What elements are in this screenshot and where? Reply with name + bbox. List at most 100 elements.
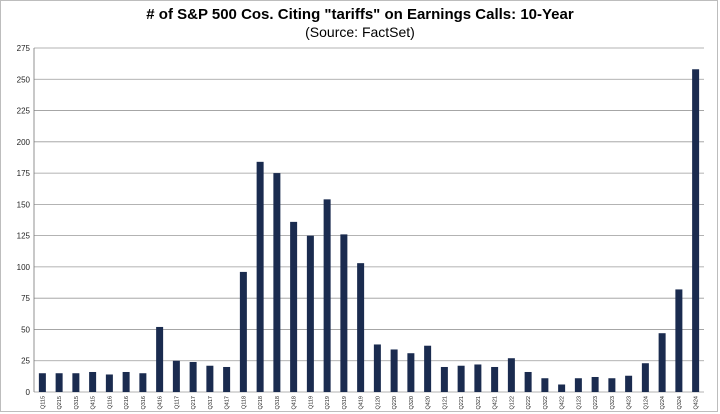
x-tick-label: Q319: [342, 396, 348, 409]
bar: [256, 161, 264, 392]
bar: [574, 378, 582, 392]
x-tick-label: Q221: [459, 396, 465, 409]
x-tick-label: Q322: [543, 396, 549, 409]
x-tick-label: Q424: [694, 396, 700, 409]
bar: [625, 375, 633, 392]
bar: [206, 365, 214, 392]
x-tick-label: Q124: [643, 396, 649, 409]
x-tick-label: Q115: [40, 396, 46, 409]
bar: [440, 366, 448, 392]
bar: [72, 373, 80, 392]
bar: [658, 333, 666, 392]
x-tick-label: Q118: [241, 396, 247, 409]
bar: [172, 360, 180, 392]
x-tick-label: Q419: [359, 396, 365, 409]
bar: [189, 361, 197, 392]
x-tick-label: Q418: [292, 396, 298, 409]
x-tick-label: Q217: [191, 396, 197, 409]
x-tick-label: Q420: [426, 396, 432, 409]
gridlines: [34, 47, 704, 393]
chart-subtitle: (Source: FactSet): [305, 24, 415, 40]
x-tick-label: Q216: [124, 396, 130, 409]
bar: [541, 378, 549, 392]
x-tick-label: Q223: [593, 396, 599, 409]
bar: [390, 349, 398, 392]
x-axis: Q115 Q215 Q315 Q415 Q116 Q216 Q316 Q416 Q117 Q217…: [40, 396, 699, 409]
bar: [524, 371, 532, 392]
bar: [591, 376, 599, 392]
x-tick-label: Q317: [208, 396, 214, 409]
y-tick-label: 175: [17, 169, 31, 178]
chart-title: # of S&P 500 Cos. Citing "tariffs" on Ea…: [146, 6, 574, 23]
x-tick-label: Q320: [409, 396, 415, 409]
bar: [139, 373, 147, 392]
bar: [641, 363, 649, 392]
bar: [675, 289, 683, 392]
x-tick-label: Q218: [258, 396, 264, 409]
bar: [239, 271, 247, 392]
x-tick-label: Q323: [610, 396, 616, 409]
y-tick-label: 75: [21, 294, 30, 303]
bar: [273, 173, 281, 392]
bar: [323, 199, 331, 392]
bar: [340, 234, 348, 392]
x-tick-label: Q318: [275, 396, 281, 409]
bar: [608, 378, 616, 392]
y-tick-label: 50: [21, 325, 30, 334]
x-tick-label: Q119: [308, 396, 314, 409]
y-axis: 0 25 50 75 100 125 150 175 200 225 250 275: [17, 44, 35, 397]
x-tick-label: Q416: [158, 396, 164, 409]
bar: [558, 384, 566, 392]
bar: [692, 69, 700, 393]
bar: [306, 235, 314, 392]
x-tick-label: Q423: [627, 396, 633, 409]
bar: [89, 371, 97, 392]
bar: [373, 344, 381, 392]
bar: [105, 374, 113, 392]
x-tick-label: Q315: [74, 396, 80, 409]
y-tick-label: 225: [17, 107, 31, 116]
x-tick-label: Q222: [526, 396, 532, 409]
y-tick-label: 275: [17, 44, 31, 53]
x-tick-label: Q422: [560, 396, 566, 409]
x-tick-label: Q220: [392, 396, 398, 409]
bars: [38, 69, 700, 393]
x-tick-label: Q122: [509, 396, 515, 409]
y-tick-label: 125: [17, 232, 31, 241]
x-tick-label: Q224: [660, 396, 666, 409]
bar: [457, 365, 465, 392]
x-tick-label: Q117: [174, 396, 180, 409]
y-tick-label: 0: [26, 388, 31, 397]
bar: [156, 326, 164, 392]
x-tick-label: Q417: [225, 396, 231, 409]
x-tick-label: Q121: [442, 396, 448, 409]
bar: [491, 366, 499, 392]
y-tick-label: 150: [17, 200, 31, 209]
bar: [55, 373, 63, 392]
x-tick-label: Q116: [107, 396, 113, 409]
x-tick-label: Q215: [57, 396, 63, 409]
y-tick-label: 200: [17, 138, 31, 147]
bar: [357, 263, 365, 392]
x-tick-label: Q324: [677, 396, 683, 409]
x-tick-label: Q123: [576, 396, 582, 409]
x-tick-label: Q219: [325, 396, 331, 409]
bar: [290, 221, 298, 392]
bar: [122, 371, 130, 392]
bar: [38, 373, 46, 392]
x-tick-label: Q415: [91, 396, 97, 409]
bar: [474, 364, 482, 392]
y-tick-label: 250: [17, 75, 31, 84]
y-tick-label: 25: [21, 357, 30, 366]
bar: [407, 353, 415, 392]
y-tick-label: 100: [17, 263, 31, 272]
x-tick-label: Q421: [493, 396, 499, 409]
bar: [424, 345, 432, 392]
x-tick-label: Q321: [476, 396, 482, 409]
x-tick-label: Q316: [141, 396, 147, 409]
bar: [507, 358, 515, 392]
bar: [223, 366, 231, 392]
x-tick-label: Q120: [375, 396, 381, 409]
